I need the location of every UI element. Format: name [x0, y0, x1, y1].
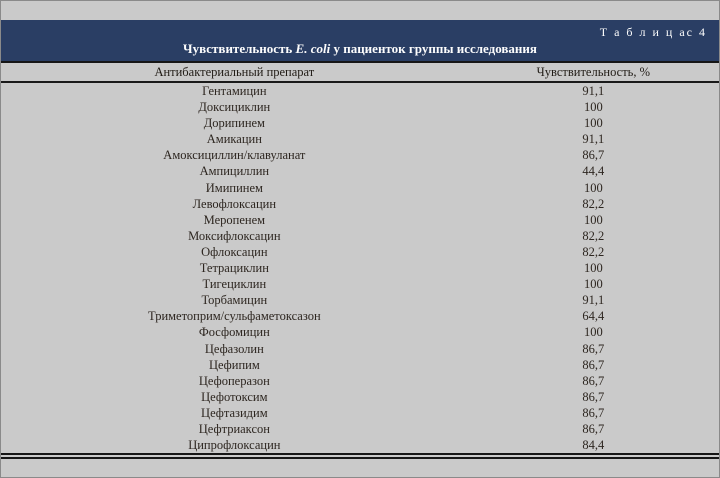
- drug-cell: Амоксициллин/клавуланат: [163, 148, 306, 163]
- column-header-sensitivity: Чувствительность, %: [536, 64, 651, 79]
- table-row: Цефтриаксон 86,7: [1, 421, 719, 437]
- sensitivity-cell: 84,4: [582, 438, 605, 453]
- drug-cell: Офлоксацин: [201, 244, 268, 259]
- drug-cell: Цефоперазон: [198, 373, 270, 388]
- table-row: Цефтазидим 86,7: [1, 405, 719, 421]
- table-row: Амикацин 91,1: [1, 131, 719, 147]
- drug-cell: Левофлоксацин: [192, 196, 277, 211]
- drug-cell: Цефотоксим: [201, 389, 268, 404]
- table-row: Ампициллин 44,4: [1, 163, 719, 179]
- sensitivity-cell: 86,7: [582, 405, 605, 420]
- sensitivity-cell: 82,2: [582, 244, 605, 259]
- sensitivity-cell: 86,7: [582, 148, 605, 163]
- table-bottom-rule: [1, 453, 719, 460]
- sensitivity-cell: 91,1: [582, 84, 605, 98]
- table-row: Цефипим 86,7: [1, 357, 719, 373]
- sensitivity-cell: 82,2: [582, 228, 605, 243]
- table-row: Торбамицин 91,1: [1, 292, 719, 308]
- drug-cell: Цефипим: [208, 357, 260, 372]
- table-title: Чувствительность E. coli у пациенток гру…: [1, 41, 719, 57]
- table-row: Моксифлоксацин 82,2: [1, 228, 719, 244]
- drug-cell: Триметоприм/сульфаметоксазон: [148, 309, 321, 324]
- sensitivity-cell: 100: [583, 325, 603, 340]
- column-header-drug: Антибактериальный препарат: [154, 64, 315, 79]
- sensitivity-cell: 82,2: [582, 196, 605, 211]
- sensitivity-cell: 44,4: [582, 164, 605, 179]
- drug-cell: Торбамицин: [201, 293, 268, 308]
- table-row: Триметоприм/сульфаметоксазон 64,4: [1, 308, 719, 324]
- sensitivity-cell: 86,7: [582, 421, 605, 436]
- sensitivity-cell: 100: [583, 116, 603, 131]
- table-row: Фосфомицин 100: [1, 324, 719, 340]
- sensitivity-cell: 64,4: [582, 309, 605, 324]
- table-row: Амоксициллин/клавуланат 86,7: [1, 147, 719, 163]
- sensitivity-cell: 86,7: [582, 389, 605, 404]
- table-row: Тигециклин 100: [1, 276, 719, 292]
- sensitivity-cell: 100: [583, 100, 603, 115]
- drug-cell: Дорипинем: [203, 116, 265, 131]
- table-row: Офлоксацин 82,2: [1, 244, 719, 260]
- sensitivity-cell: 100: [583, 277, 603, 292]
- table-row: Доксициклин 100: [1, 99, 719, 115]
- drug-cell: Цефтриаксон: [198, 421, 270, 436]
- sensitivity-cell: 100: [583, 261, 603, 276]
- table-row: Дорипинем 100: [1, 115, 719, 131]
- table-row: Тетрациклин 100: [1, 260, 719, 276]
- table-row: Цефазолин 86,7: [1, 341, 719, 357]
- drug-cell: Имипинем: [205, 180, 263, 195]
- table-title-prefix: Чувствительность: [183, 41, 296, 56]
- drug-cell: Тигециклин: [202, 277, 267, 292]
- drug-cell: Меропенем: [203, 212, 266, 227]
- sensitivity-cell: 100: [583, 180, 603, 195]
- table-row: Гентамицин 91,1: [1, 83, 719, 99]
- table-row: Имипинем 100: [1, 180, 719, 196]
- drug-cell: Цефазолин: [204, 341, 264, 356]
- sensitivity-cell: 86,7: [582, 357, 605, 372]
- top-margin-strip: [1, 1, 719, 20]
- table-row: Цефоперазон 86,7: [1, 373, 719, 389]
- drug-cell: Фосфомицин: [198, 325, 270, 340]
- drug-cell: Тетрациклин: [199, 261, 269, 276]
- drug-cell: Ампициллин: [199, 164, 270, 179]
- table-row: Левофлоксацин 82,2: [1, 196, 719, 212]
- table-title-suffix: у пациенток группы исследования: [330, 41, 537, 56]
- drug-cell: Цефтазидим: [201, 405, 268, 420]
- table-caption-band: Т а б л и ц ас 4 Чувствительность E. col…: [1, 20, 719, 63]
- bottom-margin-strip: [1, 459, 719, 477]
- drug-cell: Гентамицин: [202, 84, 267, 98]
- drug-cell: Амикацин: [206, 132, 262, 147]
- drug-cell: Доксициклин: [198, 100, 271, 115]
- sensitivity-cell: 86,7: [582, 341, 605, 356]
- sensitivity-cell: 86,7: [582, 373, 605, 388]
- table-body: Гентамицин 91,1 Доксициклин 100 Дорипине…: [1, 83, 719, 453]
- drug-cell: Моксифлоксацин: [188, 228, 281, 243]
- sensitivity-cell: 91,1: [582, 293, 605, 308]
- table-row: Меропенем 100: [1, 212, 719, 228]
- table-number-label: Т а б л и ц ас 4: [599, 25, 707, 39]
- table-row: Ципрофлоксацин 84,4: [1, 437, 719, 453]
- drug-cell: Ципрофлоксацин: [188, 438, 281, 453]
- sensitivity-cell: 91,1: [582, 132, 605, 147]
- sensitivity-cell: 100: [583, 212, 603, 227]
- table-title-organism: E. coli: [295, 41, 331, 56]
- table-row: Цефотоксим 86,7: [1, 389, 719, 405]
- table-header-row: Антибактериальный препарат Чувствительно…: [1, 63, 719, 83]
